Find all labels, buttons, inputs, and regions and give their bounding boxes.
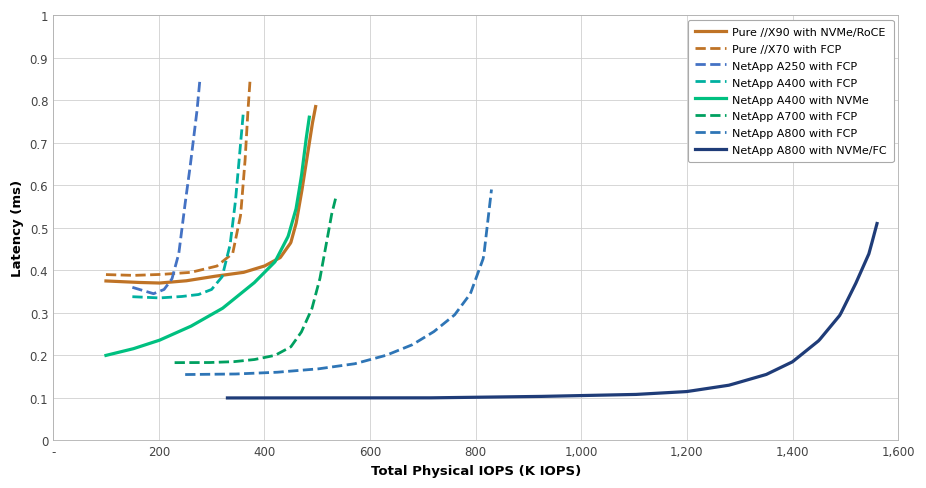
NetApp A250 with FCP <box>194 77 206 82</box>
NetApp A800 with FCP <box>280 369 291 375</box>
Pure //X70 with FCP <box>127 273 138 279</box>
NetApp A800 with FCP <box>401 345 412 350</box>
NetApp A250 with FCP <box>176 228 187 234</box>
NetApp A400 with FCP <box>197 290 208 296</box>
NetApp A400 with NVMe <box>125 347 136 353</box>
NetApp A400 with FCP <box>207 285 219 291</box>
NetApp A800 with NVMe/FC <box>631 392 642 398</box>
Pure //X70 with FCP <box>148 272 159 278</box>
NetApp A250 with FCP <box>135 287 146 293</box>
Pure //X90 with NVMe/RoCE <box>169 279 181 285</box>
NetApp A400 with FCP <box>238 111 249 117</box>
Legend: Pure //X90 with NVMe/RoCE, Pure //X70 with FCP, NetApp A250 with FCP, NetApp A40: Pure //X90 with NVMe/RoCE, Pure //X70 wi… <box>688 20 894 163</box>
Pure //X90 with NVMe/RoCE <box>310 104 321 110</box>
Y-axis label: Latency (ms): Latency (ms) <box>11 180 24 277</box>
NetApp A800 with FCP <box>217 371 228 377</box>
NetApp A800 with FCP <box>372 355 383 361</box>
NetApp A800 with NVMe/FC <box>691 387 702 393</box>
NetApp A400 with NVMe <box>167 332 178 338</box>
Pure //X70 with FCP <box>244 77 256 82</box>
NetApp A400 with FCP <box>153 295 164 301</box>
NetApp A700 with FCP <box>285 344 296 350</box>
Pure //X90 with NVMe/RoCE <box>254 265 265 271</box>
Line: NetApp A800 with FCP: NetApp A800 with FCP <box>185 190 492 375</box>
Line: NetApp A700 with FCP: NetApp A700 with FCP <box>175 199 336 363</box>
NetApp A250 with FCP <box>149 291 160 297</box>
X-axis label: Total Physical IOPS (K IOPS): Total Physical IOPS (K IOPS) <box>370 464 581 477</box>
NetApp A800 with NVMe/FC <box>300 395 311 401</box>
NetApp A400 with NVMe <box>248 281 259 286</box>
NetApp A800 with NVMe/FC <box>694 387 705 393</box>
Pure //X90 with NVMe/RoCE <box>153 281 164 286</box>
NetApp A800 with NVMe/FC <box>222 395 233 401</box>
Pure //X90 with NVMe/RoCE <box>252 265 263 271</box>
NetApp A250 with FCP <box>127 285 138 291</box>
Line: NetApp A250 with FCP: NetApp A250 with FCP <box>132 80 200 294</box>
NetApp A800 with FCP <box>402 344 413 350</box>
NetApp A800 with NVMe/FC <box>871 221 882 227</box>
Line: NetApp A800 with NVMe/FC: NetApp A800 with NVMe/FC <box>228 224 877 398</box>
Line: Pure //X70 with FCP: Pure //X70 with FCP <box>106 80 250 276</box>
NetApp A700 with FCP <box>189 360 200 366</box>
NetApp A700 with FCP <box>169 360 181 366</box>
NetApp A700 with FCP <box>286 343 297 349</box>
NetApp A250 with FCP <box>148 291 159 297</box>
NetApp A250 with FCP <box>154 289 165 295</box>
NetApp A400 with NVMe <box>247 282 258 287</box>
NetApp A700 with FCP <box>221 359 232 365</box>
NetApp A250 with FCP <box>176 231 187 237</box>
NetApp A400 with FCP <box>207 285 219 291</box>
Pure //X90 with NVMe/RoCE <box>100 279 111 285</box>
Line: NetApp A400 with FCP: NetApp A400 with FCP <box>132 114 244 298</box>
NetApp A400 with FCP <box>127 294 138 300</box>
Pure //X70 with FCP <box>192 268 203 274</box>
Pure //X70 with FCP <box>157 272 169 278</box>
NetApp A400 with NVMe <box>181 325 192 331</box>
NetApp A400 with NVMe <box>100 353 111 359</box>
NetApp A800 with NVMe/FC <box>433 395 444 401</box>
NetApp A400 with FCP <box>140 295 151 301</box>
NetApp A700 with FCP <box>331 196 342 202</box>
NetApp A800 with FCP <box>486 187 497 193</box>
Line: NetApp A400 with NVMe: NetApp A400 with NVMe <box>106 118 309 356</box>
Pure //X70 with FCP <box>100 272 111 278</box>
NetApp A400 with FCP <box>163 295 174 301</box>
Pure //X70 with FCP <box>118 273 129 279</box>
NetApp A400 with NVMe <box>229 297 240 303</box>
NetApp A250 with FCP <box>169 265 181 271</box>
NetApp A700 with FCP <box>270 352 282 358</box>
Pure //X90 with NVMe/RoCE <box>184 278 195 284</box>
Pure //X90 with NVMe/RoCE <box>232 271 244 277</box>
Pure //X70 with FCP <box>205 265 216 271</box>
Pure //X90 with NVMe/RoCE <box>126 280 137 285</box>
Line: Pure //X90 with NVMe/RoCE: Pure //X90 with NVMe/RoCE <box>106 107 316 284</box>
NetApp A800 with FCP <box>301 367 312 373</box>
NetApp A400 with FCP <box>171 294 182 300</box>
NetApp A800 with FCP <box>180 372 191 378</box>
NetApp A700 with FCP <box>232 359 244 365</box>
NetApp A800 with NVMe/FC <box>479 394 490 400</box>
NetApp A400 with NVMe <box>304 115 315 121</box>
Pure //X70 with FCP <box>206 265 217 271</box>
